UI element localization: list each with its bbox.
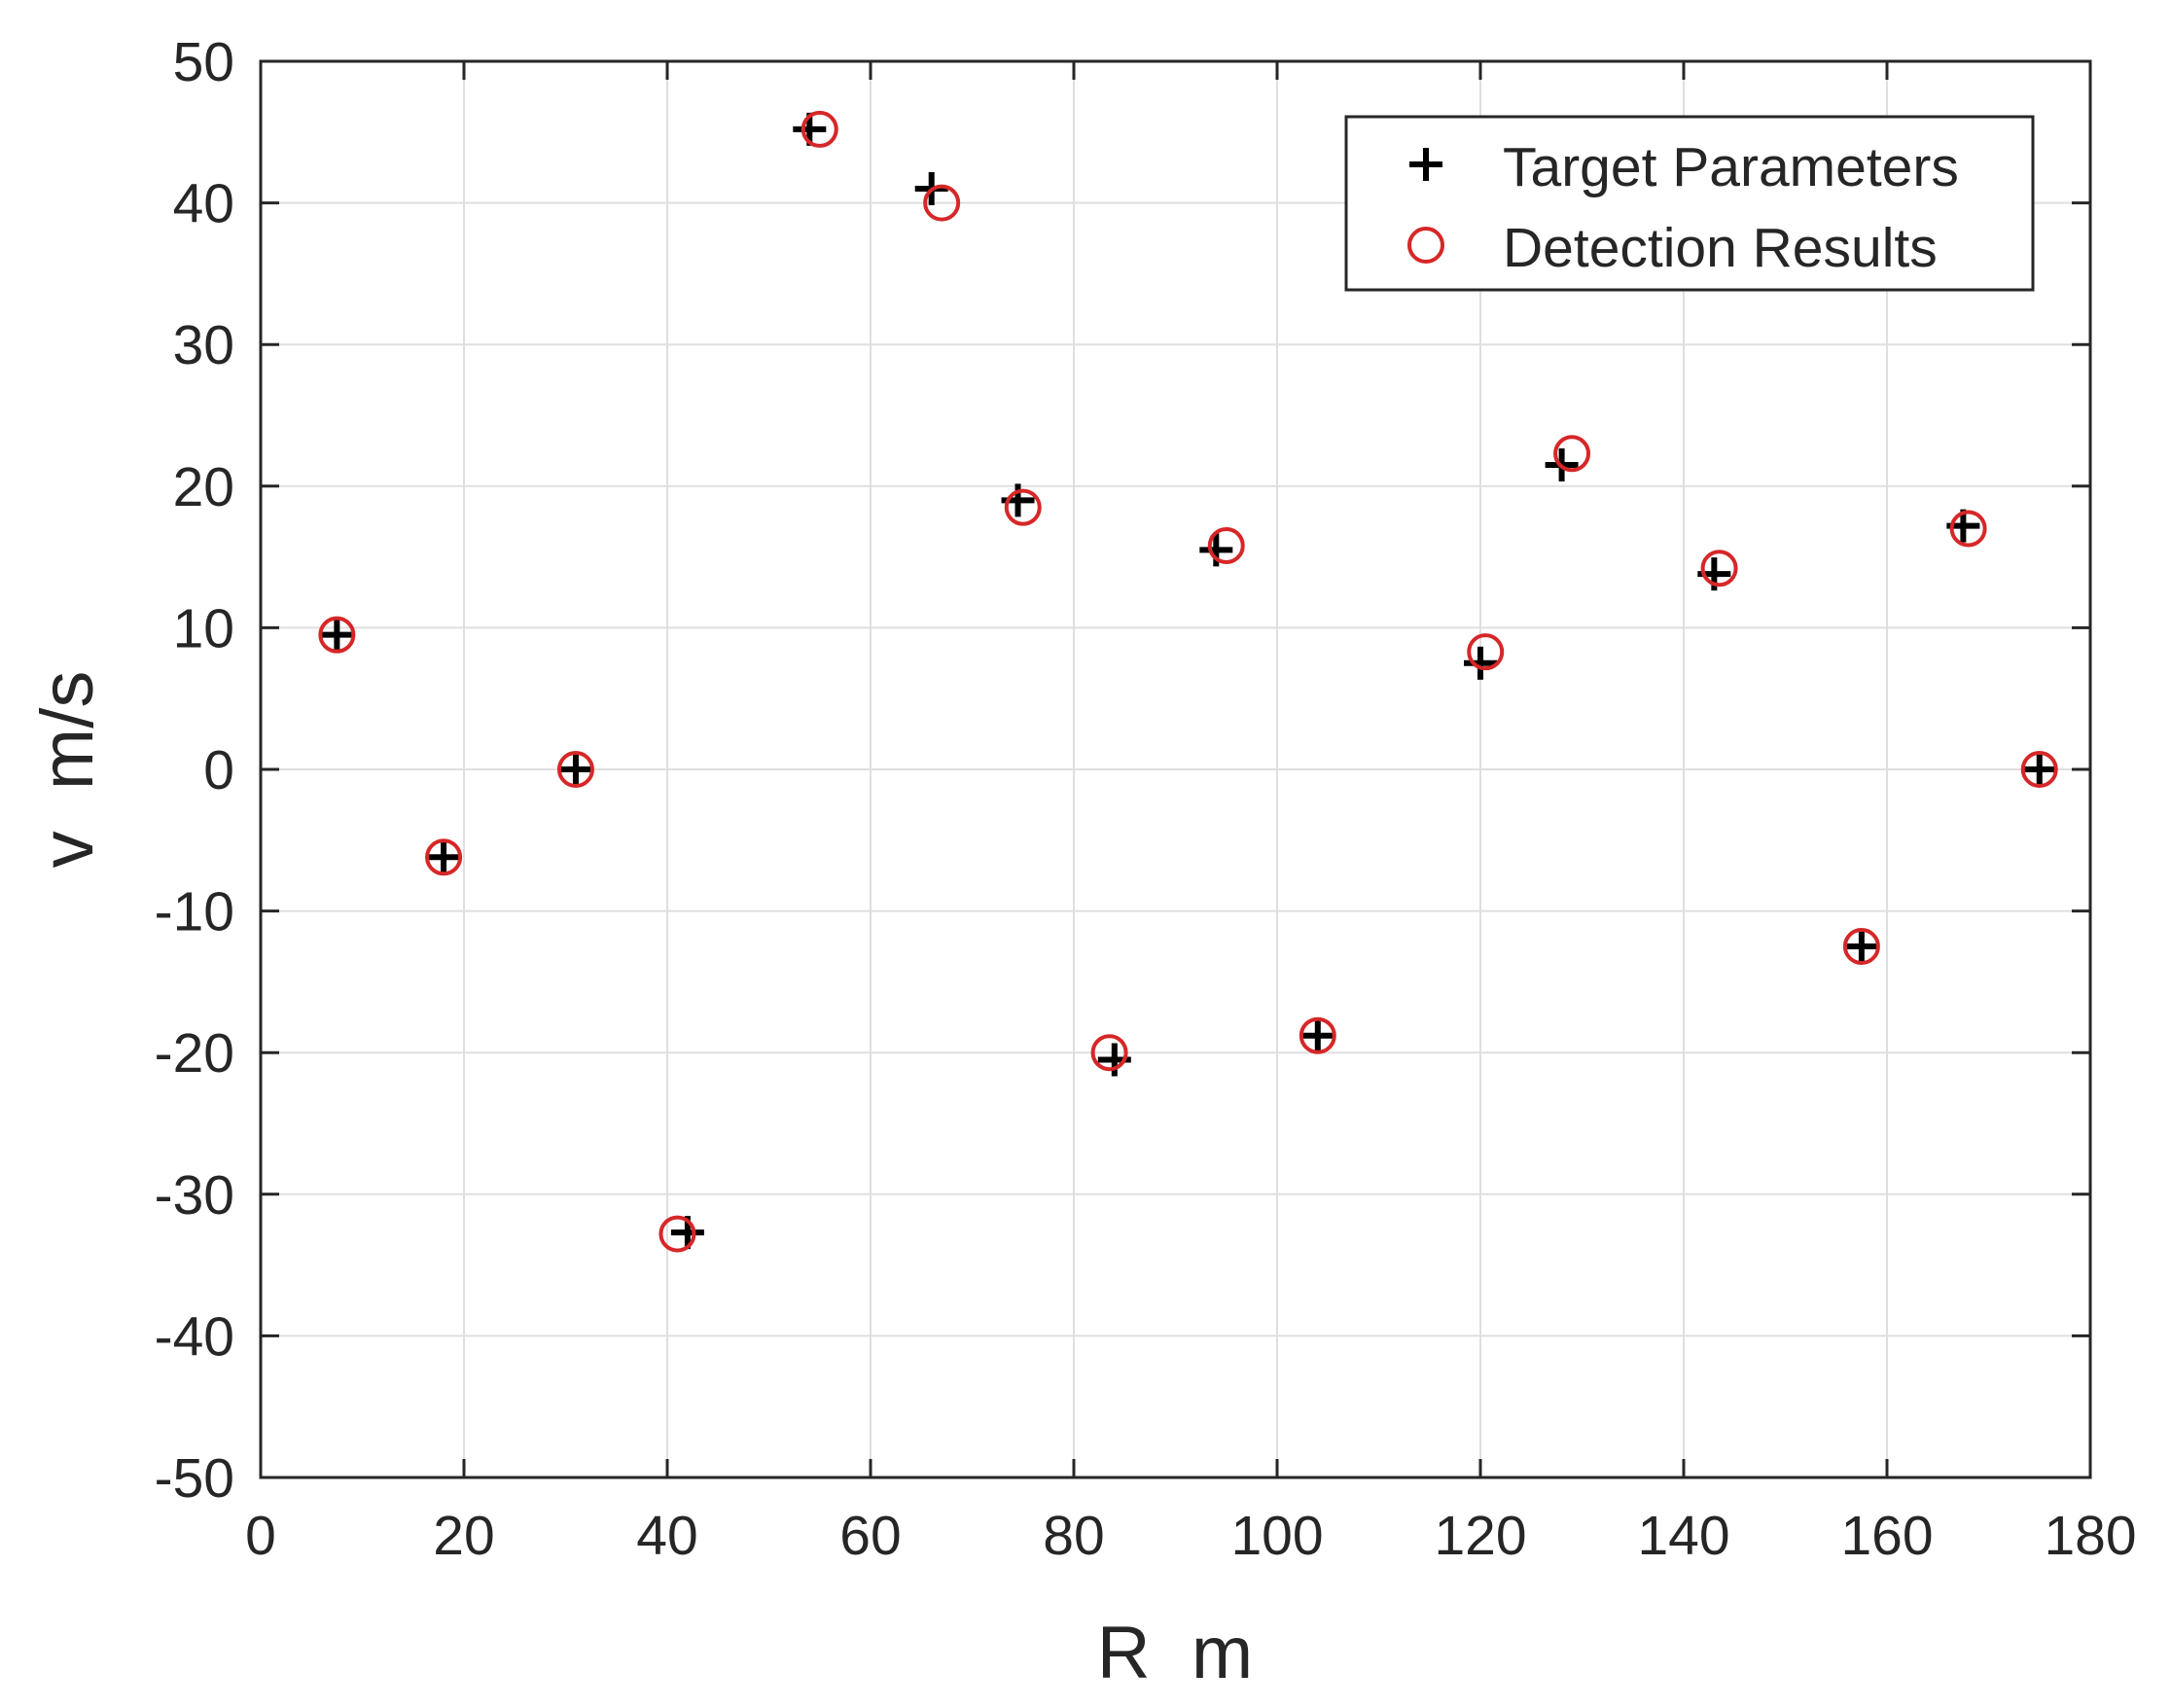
legend-box	[1344, 115, 2035, 292]
legend-label-detection-results: Detection Results	[1503, 217, 1938, 279]
x-tick-label: 40	[636, 1505, 697, 1567]
target-point	[320, 618, 354, 652]
detection-point	[1842, 928, 1880, 965]
target-point	[558, 753, 592, 786]
detection-point	[801, 110, 838, 148]
x-tick-label: 0	[245, 1505, 276, 1567]
x-tick-label: 140	[1637, 1505, 1729, 1567]
x-tick-label: 100	[1230, 1505, 1323, 1567]
y-axis-title: v m/s	[26, 671, 109, 869]
y-tick-label: 50	[173, 31, 234, 93]
legend-plus-icon	[1409, 148, 1442, 181]
axis-tick-labels: 0 20 40 60 80 100 120 140 160 180 -50 -40 -30 -20 -10 0…	[155, 31, 2137, 1567]
detection-point	[425, 838, 463, 876]
detection-point	[658, 1215, 696, 1253]
legend-circle-icon	[1407, 227, 1444, 264]
data-markers	[318, 110, 2058, 1253]
detection-point	[1553, 435, 1591, 473]
x-tick-label: 160	[1840, 1505, 1933, 1567]
y-tick-label: 40	[173, 173, 234, 235]
legend: Target Parameters Detection Results	[1344, 115, 2035, 292]
target-point	[1464, 646, 1497, 680]
y-tick-label: -50	[155, 1447, 234, 1510]
detection-point	[1090, 1034, 1128, 1072]
detection-point	[1004, 488, 1042, 526]
grid-lines	[261, 61, 2090, 1477]
detection-point	[1700, 550, 1738, 587]
y-tick-label: 0	[203, 739, 234, 801]
legend-marker-target-parameters	[1409, 148, 1442, 181]
x-tick-label: 80	[1043, 1505, 1104, 1567]
y-tick-label: -30	[155, 1164, 234, 1227]
target-point	[1844, 930, 1878, 963]
target-point	[2022, 753, 2056, 786]
y-tick-label: 20	[173, 456, 234, 518]
detection-point	[1467, 633, 1505, 671]
detection-point	[2020, 751, 2058, 788]
series-detection-results	[318, 110, 2058, 1253]
legend-label-target-parameters: Target Parameters	[1503, 136, 1959, 198]
series-target-parameters	[320, 112, 2056, 1250]
x-tick-label: 180	[2044, 1505, 2136, 1567]
x-tick-label: 120	[1434, 1505, 1526, 1567]
y-tick-label: -10	[155, 881, 234, 943]
axis-ticks	[259, 59, 2092, 1479]
x-tick-label: 60	[839, 1505, 901, 1567]
y-tick-label: 10	[173, 597, 234, 659]
detection-point	[923, 184, 961, 222]
detection-point	[1949, 510, 1987, 548]
y-tick-label: -20	[155, 1022, 234, 1085]
target-point	[1300, 1018, 1335, 1052]
x-tick-label: 20	[433, 1505, 494, 1567]
x-axis-title: R m	[1097, 1612, 1253, 1694]
detection-point	[318, 616, 356, 654]
target-point	[427, 840, 461, 874]
detection-point	[1207, 526, 1245, 564]
y-tick-label: -40	[155, 1305, 234, 1368]
detection-point	[1299, 1016, 1336, 1054]
detection-point	[556, 751, 594, 788]
y-tick-label: 30	[173, 314, 234, 376]
legend-marker-detection-results	[1407, 227, 1444, 264]
